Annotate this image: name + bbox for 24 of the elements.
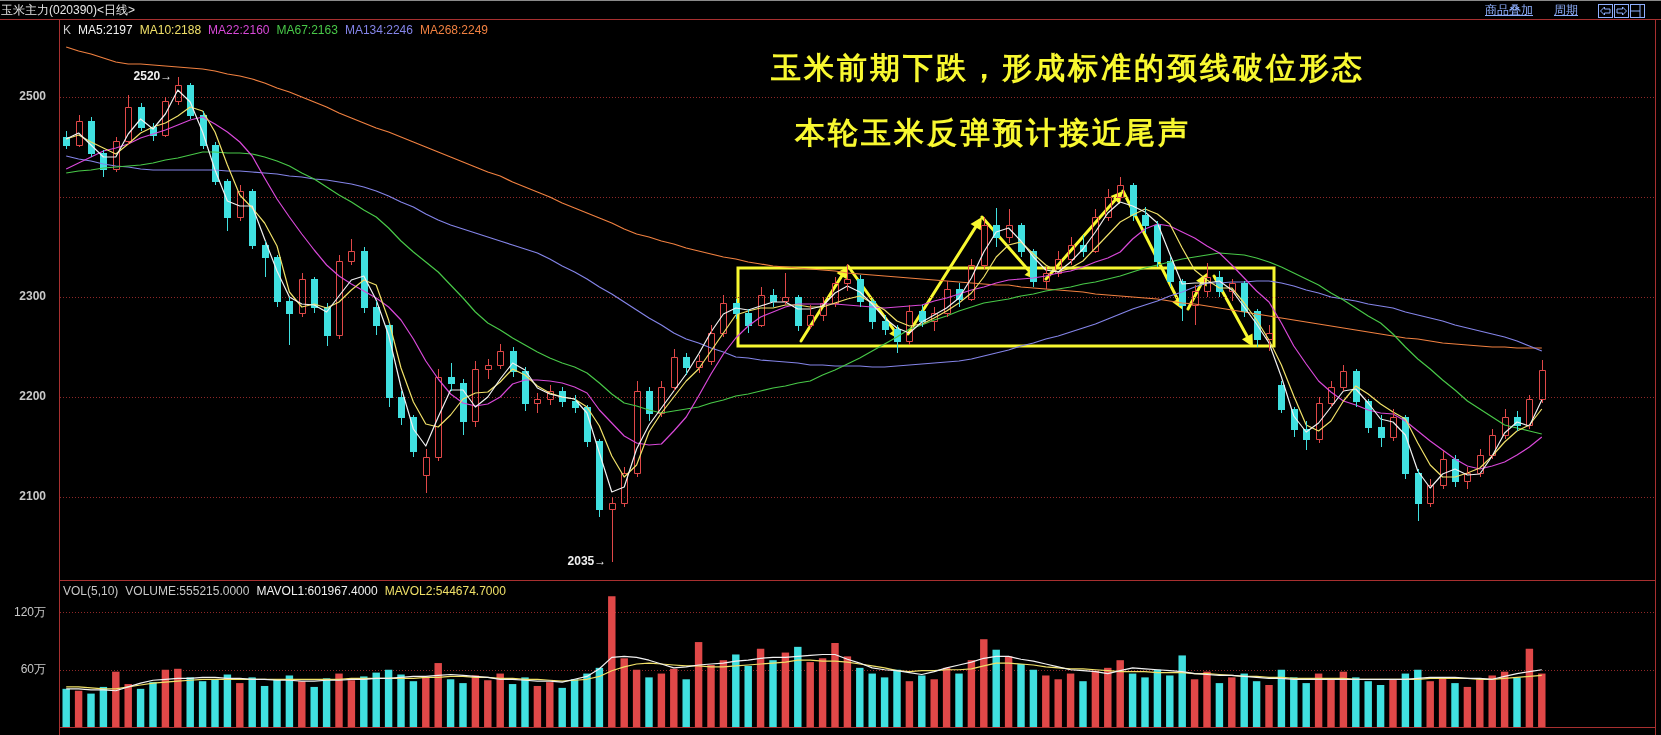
text: MA22:2160 xyxy=(208,23,270,37)
y-tick-label: 2100 xyxy=(19,489,47,504)
annotation: 玉米前期下跌，形成标准的颈线破位形态 xyxy=(770,50,1365,84)
text: MA10:2188 xyxy=(139,23,202,37)
text: MA268:2249 xyxy=(419,23,489,37)
chart-title: 玉米主力(020390)<日线> xyxy=(1,3,136,17)
text: 周期 xyxy=(1554,3,1578,17)
annotation: 2520→ xyxy=(133,69,173,84)
y-tick-label: 120万 xyxy=(13,604,46,619)
legend-title: VOLUME:555215.0000 xyxy=(125,584,250,598)
text: MA67:2163 xyxy=(276,23,338,37)
y-tick-label: 60万 xyxy=(20,662,46,677)
annotation: 2035→ xyxy=(567,554,607,569)
y-tick-label: 2300 xyxy=(19,289,47,304)
text: MAVOL1:601967.4000 xyxy=(256,584,378,598)
text: MA5:2197 xyxy=(78,23,133,37)
y-tick-label: 2200 xyxy=(19,389,47,404)
chart-title: VOL(5,10) xyxy=(63,584,119,598)
text: MA134:2246 xyxy=(344,23,413,37)
legend-title: K xyxy=(63,23,72,37)
y-tick-label: 2500 xyxy=(19,89,47,104)
annotation: 本轮玉米反弹预计接近尾声 xyxy=(794,115,1191,149)
text: 商品叠加 xyxy=(1485,3,1533,17)
text: MAVOL2:544674.7000 xyxy=(384,584,506,598)
